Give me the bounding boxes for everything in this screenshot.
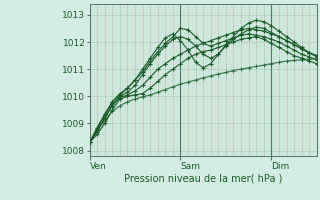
X-axis label: Pression niveau de la mer( hPa ): Pression niveau de la mer( hPa ) bbox=[124, 173, 282, 183]
